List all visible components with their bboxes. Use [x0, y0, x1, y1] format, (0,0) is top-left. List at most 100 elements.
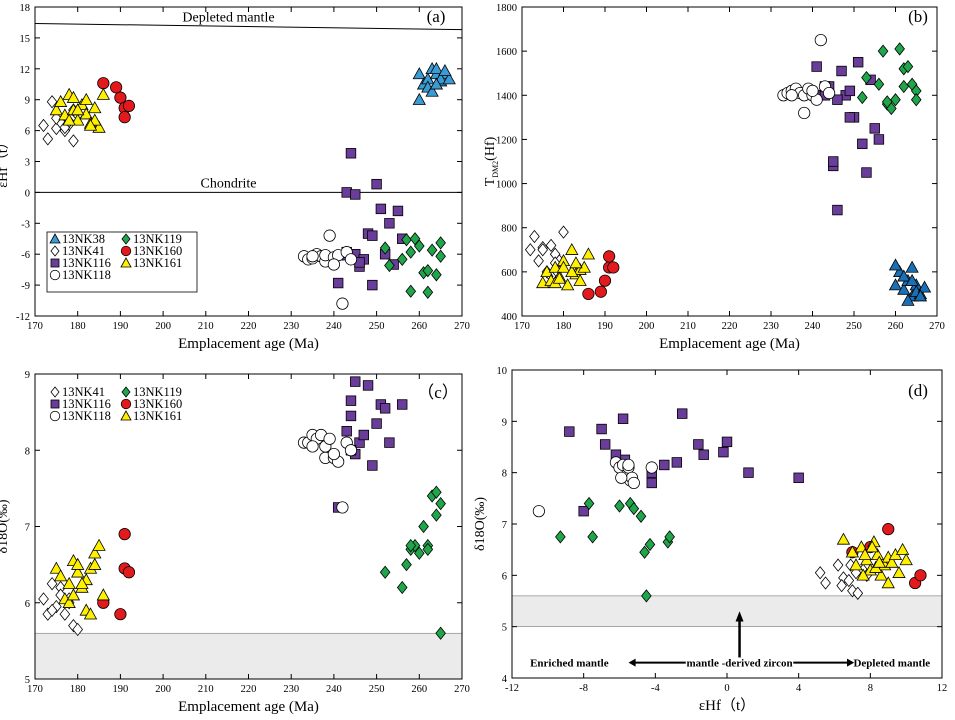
x-tick-label: 230: [763, 321, 779, 332]
data-point-13NK119: [877, 44, 889, 58]
x-tick-label: 260: [411, 321, 427, 332]
data-point-13NK41: [537, 243, 549, 257]
data-point-13NK119: [418, 519, 429, 534]
data-point-13NK119: [396, 252, 408, 266]
data-point-13NK161: [874, 568, 888, 581]
data-point-13NK118: [627, 476, 640, 490]
plot-frame: [511, 369, 943, 679]
data-point-13NK161: [573, 273, 587, 286]
y-tick-label: 9: [25, 96, 30, 107]
x-tick-label: 170: [27, 684, 43, 695]
legend-marker-13NK160: [120, 398, 132, 410]
x-tick-label: 4: [796, 683, 802, 694]
data-point-13NK116: [367, 230, 378, 241]
reference-line-label: Depleted mantle: [182, 11, 274, 26]
data-point-13NK116: [698, 449, 709, 460]
y-tick-label: 12: [20, 65, 31, 76]
data-point-13NK161: [560, 278, 575, 291]
data-point-13NK119: [587, 530, 598, 544]
data-point-13NK161: [49, 103, 64, 116]
x-tick-label: 270: [454, 321, 470, 332]
data-point-13NK161: [858, 547, 872, 560]
data-point-13NK116: [367, 279, 378, 291]
legend-box: [46, 231, 198, 293]
x-tick-label: 240: [805, 321, 821, 332]
data-point-13NK161: [895, 542, 910, 555]
data-point-13NK41: [72, 622, 84, 637]
x-tick-label: 200: [155, 321, 171, 332]
y-tick-label: 0: [25, 188, 30, 199]
data-point-13NK161: [565, 265, 579, 278]
data-point-13NK116: [371, 178, 382, 190]
x-tick-label: 190: [113, 321, 129, 332]
legend-label: 13NK116: [62, 256, 111, 270]
data-point-13NK119: [431, 485, 442, 499]
data-point-13NK161: [53, 569, 68, 582]
data-point-13NK116: [350, 376, 361, 387]
x-tick-label: -12: [505, 683, 519, 694]
legend-marker-13NK118: [49, 269, 61, 281]
data-point-13NK119: [435, 236, 446, 250]
x-axis-label: Emplacement age (Ma): [178, 336, 319, 352]
data-point-13NK116: [793, 472, 804, 484]
data-point-13NK119: [881, 95, 893, 109]
data-point-13NK118: [327, 447, 340, 461]
y-tick-label: 1600: [496, 47, 517, 58]
data-point-13NK38: [425, 84, 439, 97]
data-point-13NK119: [639, 545, 650, 559]
y-tick-label: 800: [501, 224, 517, 235]
y-tick-label: 400: [501, 312, 517, 323]
x-tick-label: 190: [113, 684, 129, 695]
y-tick-label: 7: [25, 523, 30, 534]
x-axis-label: Emplacement age (Ma): [178, 699, 319, 715]
data-point-13NK116: [832, 204, 843, 216]
data-point-13NK119: [435, 626, 446, 640]
data-point-13NK38: [438, 64, 452, 77]
reference-line-label: Chondrite: [201, 176, 257, 191]
data-point-13NK161: [581, 247, 596, 260]
x-tick-label: 260: [411, 684, 427, 695]
data-point-13NK160: [882, 523, 895, 536]
x-tick-label: 200: [155, 684, 171, 695]
data-point-13NK41: [51, 111, 62, 125]
x-tick-label: 180: [70, 684, 86, 695]
x-tick-label: 230: [283, 321, 299, 332]
data-point-13NK118: [336, 297, 349, 310]
data-point-13NK118: [532, 505, 545, 518]
data-point-13NK160: [122, 566, 136, 579]
data-point-13NK119: [413, 239, 425, 253]
x-tick-label: 180: [556, 321, 572, 332]
data-point-13NK116: [743, 467, 754, 478]
data-point-13NK119: [405, 284, 417, 298]
data-point-13NK119: [431, 508, 442, 522]
data-point-13NK41: [814, 566, 826, 580]
data-point-13NK119: [401, 233, 412, 247]
x-tick-label: -4: [651, 683, 660, 694]
data-point-13NK41: [529, 229, 540, 244]
data-point-13NK116: [677, 408, 688, 419]
data-point-13NK119: [861, 70, 872, 85]
data-point-13NK161: [75, 576, 89, 589]
data-point-13NK118: [622, 458, 635, 472]
data-point-13NK41: [558, 225, 569, 239]
data-point-13NK161: [96, 87, 110, 100]
x-tick-label: 8: [868, 683, 873, 694]
data-point-13NK116: [350, 189, 361, 200]
data-point-13NK116: [873, 134, 885, 145]
data-point-13NK161: [88, 101, 102, 114]
data-point-13NK161: [849, 558, 863, 571]
y-tick-label: 1000: [496, 180, 517, 191]
legend-marker-13NK41: [50, 386, 60, 398]
data-point-13NK160: [594, 285, 607, 298]
data-point-13NK161: [53, 94, 68, 107]
data-point-13NK118: [336, 501, 349, 514]
data-point-13NK116: [617, 413, 629, 424]
data-point-13NK116: [659, 459, 670, 471]
x-tick-label: 260: [888, 321, 904, 332]
x-tick-label: 210: [680, 321, 696, 332]
x-axis-label: εHf（t）: [699, 697, 755, 714]
legend-label: 13NK160: [133, 397, 182, 411]
data-point-13NK118: [645, 461, 658, 474]
legend-marker-13NK116: [50, 399, 60, 409]
y-tick-label: 3: [25, 158, 30, 169]
